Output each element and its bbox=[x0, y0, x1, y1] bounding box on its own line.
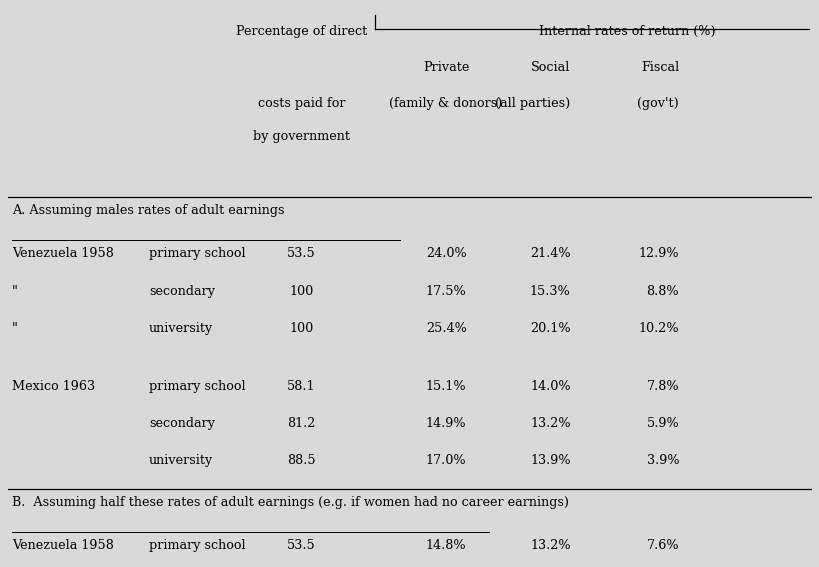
Text: 24.0%: 24.0% bbox=[425, 247, 466, 260]
Text: 15.1%: 15.1% bbox=[425, 379, 466, 392]
Text: 13.2%: 13.2% bbox=[529, 417, 570, 430]
Text: ": " bbox=[12, 285, 18, 298]
Text: Percentage of direct: Percentage of direct bbox=[236, 25, 367, 38]
Text: ": " bbox=[12, 322, 18, 335]
Text: 88.5: 88.5 bbox=[287, 454, 315, 467]
Text: 15.3%: 15.3% bbox=[529, 285, 570, 298]
Text: secondary: secondary bbox=[148, 285, 215, 298]
Text: primary school: primary school bbox=[148, 247, 245, 260]
Text: primary school: primary school bbox=[148, 379, 245, 392]
Text: 81.2: 81.2 bbox=[287, 417, 315, 430]
Text: 10.2%: 10.2% bbox=[638, 322, 678, 335]
Text: Venezuela 1958: Venezuela 1958 bbox=[12, 539, 114, 552]
Text: Social: Social bbox=[531, 61, 570, 74]
Text: university: university bbox=[148, 322, 213, 335]
Text: by government: by government bbox=[253, 130, 350, 142]
Text: 13.9%: 13.9% bbox=[529, 454, 570, 467]
Text: 14.0%: 14.0% bbox=[529, 379, 570, 392]
Text: 8.8%: 8.8% bbox=[646, 285, 678, 298]
Text: Mexico 1963: Mexico 1963 bbox=[12, 379, 95, 392]
Text: 5.9%: 5.9% bbox=[645, 417, 678, 430]
Text: university: university bbox=[148, 454, 213, 467]
Text: Fiscal: Fiscal bbox=[640, 61, 678, 74]
Text: primary school: primary school bbox=[148, 539, 245, 552]
Text: 53.5: 53.5 bbox=[287, 539, 315, 552]
Text: 17.0%: 17.0% bbox=[425, 454, 466, 467]
Text: A. Assuming males rates of adult earnings: A. Assuming males rates of adult earning… bbox=[12, 204, 284, 217]
Text: 13.2%: 13.2% bbox=[529, 539, 570, 552]
Text: 21.4%: 21.4% bbox=[529, 247, 570, 260]
Text: Venezuela 1958: Venezuela 1958 bbox=[12, 247, 114, 260]
Text: 14.8%: 14.8% bbox=[425, 539, 466, 552]
Text: 12.9%: 12.9% bbox=[638, 247, 678, 260]
Text: B.  Assuming half these rates of adult earnings (e.g. if women had no career ear: B. Assuming half these rates of adult ea… bbox=[12, 496, 568, 509]
Text: 14.9%: 14.9% bbox=[425, 417, 466, 430]
Text: secondary: secondary bbox=[148, 417, 215, 430]
Text: 20.1%: 20.1% bbox=[529, 322, 570, 335]
Text: (all parties): (all parties) bbox=[495, 98, 570, 111]
Text: 7.6%: 7.6% bbox=[646, 539, 678, 552]
Text: 53.5: 53.5 bbox=[287, 247, 315, 260]
Text: 25.4%: 25.4% bbox=[425, 322, 466, 335]
Text: 3.9%: 3.9% bbox=[646, 454, 678, 467]
Text: 17.5%: 17.5% bbox=[425, 285, 466, 298]
Text: (gov't): (gov't) bbox=[636, 98, 678, 111]
Text: 7.8%: 7.8% bbox=[646, 379, 678, 392]
Text: 100: 100 bbox=[289, 322, 313, 335]
Text: Private: Private bbox=[423, 61, 468, 74]
Text: 100: 100 bbox=[289, 285, 313, 298]
Text: 58.1: 58.1 bbox=[287, 379, 315, 392]
Text: (family & donors): (family & donors) bbox=[389, 98, 502, 111]
Text: Internal rates of return (%): Internal rates of return (%) bbox=[538, 25, 714, 38]
Text: costs paid for: costs paid for bbox=[257, 98, 345, 111]
